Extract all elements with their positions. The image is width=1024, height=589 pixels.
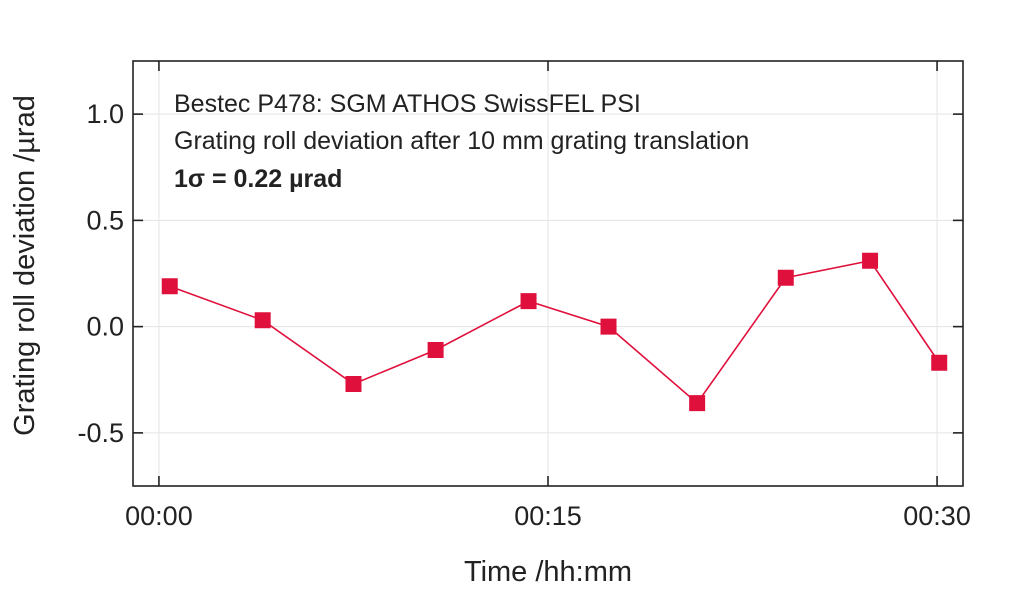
axes: -0.5 0.0 0.5 1.0 00:00 00:15 00:30 xyxy=(77,60,971,531)
data-point xyxy=(345,376,362,392)
data-point xyxy=(520,293,537,310)
x-tick-label: 00:30 xyxy=(903,501,971,531)
annotation-description: Grating roll deviation after 10 mm grati… xyxy=(174,127,749,155)
data-point xyxy=(600,318,617,335)
x-tick-label: 00:00 xyxy=(125,501,193,531)
y-tick-label: 0.0 xyxy=(86,312,124,342)
annotation-sigma: 1σ = 0.22 µrad xyxy=(174,165,342,193)
series xyxy=(161,252,948,412)
data-point xyxy=(254,312,271,329)
y-axis-label: Grating roll deviation /µrad xyxy=(9,95,41,436)
labels: Time /hh:mm Grating roll deviation /µrad… xyxy=(9,90,749,588)
annotation-instrument: Bestec P478: SGM ATHOS SwissFEL PSI xyxy=(174,90,641,118)
y-tick-label: 1.0 xyxy=(86,99,124,129)
data-point xyxy=(931,354,948,371)
data-point xyxy=(161,278,178,295)
y-tick-label: -0.5 xyxy=(77,418,124,448)
x-tick-label: 00:15 xyxy=(514,501,582,531)
x-axis-label: Time /hh:mm xyxy=(464,556,632,588)
y-tick-label: 0.5 xyxy=(86,205,124,235)
data-point xyxy=(427,342,444,358)
data-point xyxy=(777,269,794,286)
data-point xyxy=(689,395,706,412)
data-point xyxy=(862,252,879,269)
series-line xyxy=(169,259,940,405)
grid xyxy=(133,61,963,486)
